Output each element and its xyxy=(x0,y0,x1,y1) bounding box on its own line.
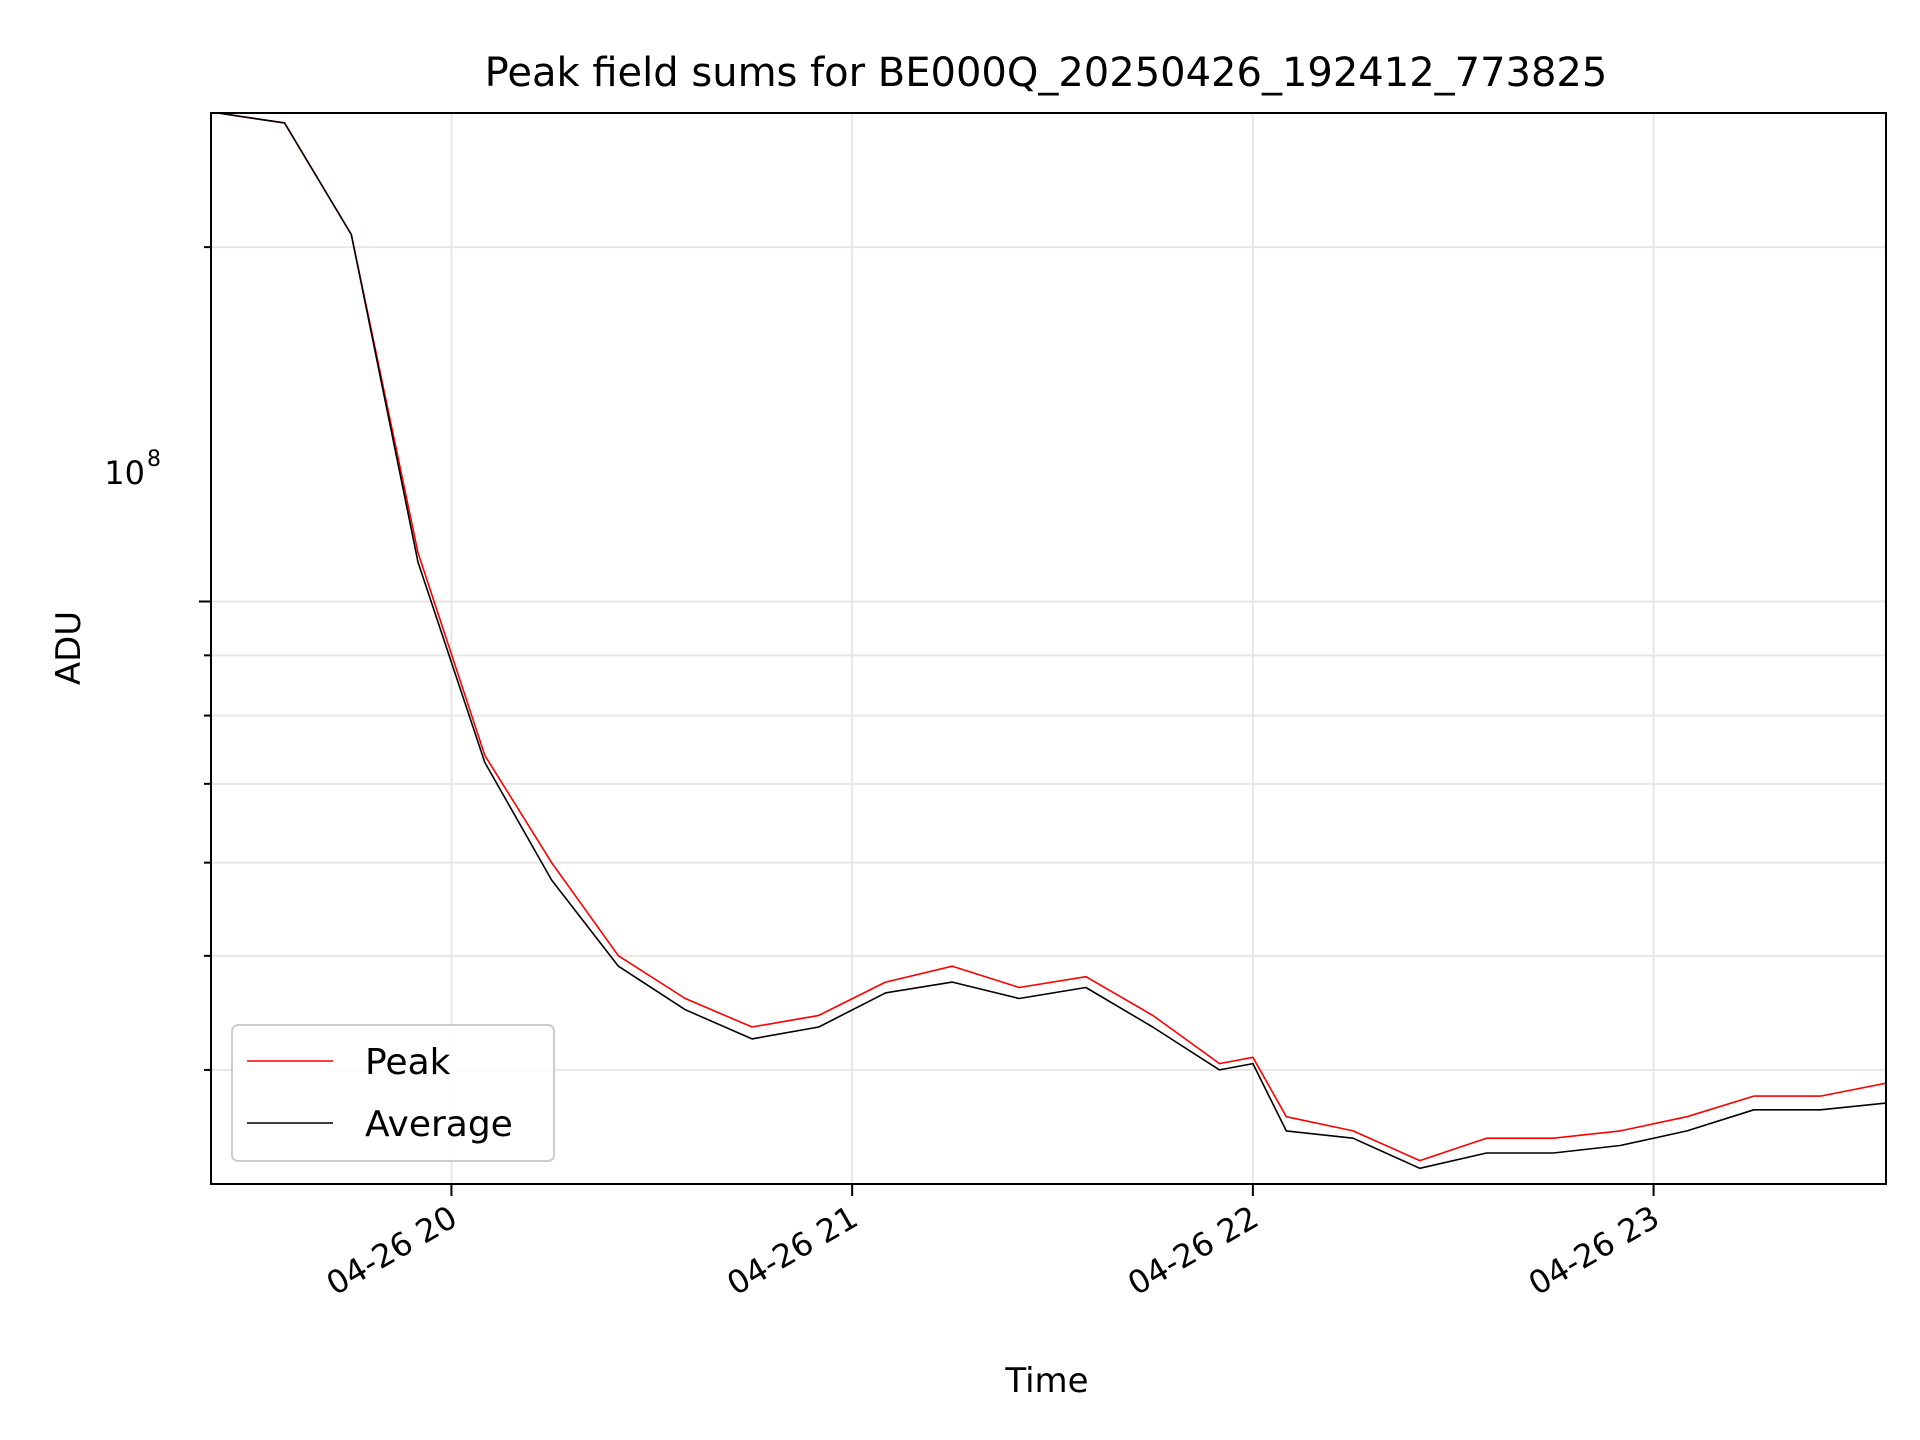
y-axis-label: ADU xyxy=(49,611,89,685)
plot-frame xyxy=(210,112,1887,1185)
chart-title: Peak field sums for BE000Q_20250426_1924… xyxy=(485,50,1608,96)
series-layer xyxy=(217,113,1886,1170)
legend: Peak Average xyxy=(231,1024,555,1162)
series-line-average xyxy=(217,113,1886,1170)
legend-label-average: Average xyxy=(365,1104,513,1145)
series-line-peak xyxy=(217,113,1886,1162)
legend-box xyxy=(231,1024,555,1162)
ticks xyxy=(199,246,1655,1196)
y-tick-label-1e8: 10 8 xyxy=(104,447,161,492)
grid xyxy=(211,113,1886,1184)
x-axis-label: Time xyxy=(1004,1361,1088,1401)
y-tick-exponent: 8 xyxy=(147,447,161,472)
y-tick-base: 10 xyxy=(104,454,145,492)
legend-label-peak: Peak xyxy=(365,1042,451,1083)
